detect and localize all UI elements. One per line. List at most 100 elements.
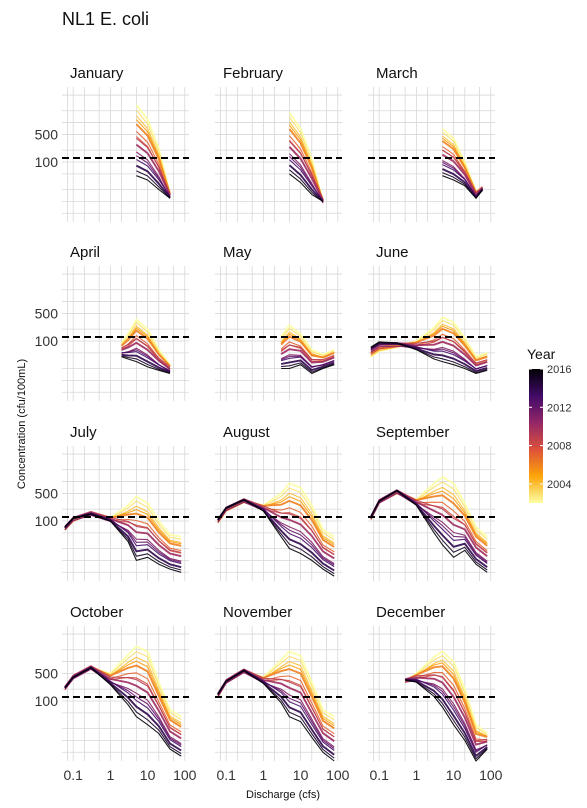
panel-december: December 0.1 1 10 100 bbox=[368, 604, 503, 783]
series-line-2010 bbox=[288, 146, 324, 202]
x-tick-label: 100 bbox=[479, 767, 503, 783]
series-line-2014 bbox=[405, 679, 488, 757]
series-line-2010 bbox=[121, 341, 171, 370]
series-line-2014 bbox=[288, 164, 324, 203]
legend-tick-label: 2012 bbox=[547, 402, 571, 414]
panel-september: September bbox=[368, 424, 495, 581]
panel-title: September bbox=[376, 424, 449, 441]
series-line-2016 bbox=[370, 489, 488, 573]
y-tick-label: 500 bbox=[35, 485, 59, 501]
panel-october: October 100 500 0.1 1 10 100 bbox=[35, 604, 197, 783]
panel-title: August bbox=[223, 424, 271, 441]
panel-title: April bbox=[70, 244, 100, 261]
series-line-2006 bbox=[288, 128, 324, 201]
panel-title: June bbox=[376, 244, 409, 261]
series-line-2011 bbox=[217, 671, 335, 748]
y-axis-label: Concentration (cfu/100mL) bbox=[16, 359, 28, 489]
series-line-2013 bbox=[280, 356, 335, 368]
legend-title: Year bbox=[527, 346, 556, 362]
series-line-2010 bbox=[135, 143, 171, 196]
series-line-2015 bbox=[136, 170, 171, 199]
x-tick-label: 100 bbox=[173, 767, 197, 783]
facet-panels: January 100 500 February March April 100 500 May… bbox=[35, 65, 503, 783]
panel-july: July 100 500 bbox=[35, 424, 189, 581]
x-tick-label: 100 bbox=[326, 767, 350, 783]
panel-may: May bbox=[215, 244, 342, 401]
series-line-2013 bbox=[405, 678, 488, 753]
panel-title: March bbox=[376, 65, 418, 82]
panel-title: May bbox=[223, 244, 252, 261]
series-line-2009 bbox=[442, 149, 483, 194]
series-line-2016 bbox=[217, 499, 335, 577]
series-line-2006 bbox=[280, 335, 335, 359]
y-tick-label: 100 bbox=[35, 693, 59, 709]
series-line-2015 bbox=[217, 670, 335, 759]
series-line-2016 bbox=[442, 175, 483, 199]
panel-february: February bbox=[215, 65, 342, 222]
series-line-2016 bbox=[405, 679, 488, 762]
series-line-2011 bbox=[370, 492, 488, 562]
series-line-2014 bbox=[135, 164, 171, 199]
series-line-2016 bbox=[121, 356, 171, 375]
series-line-2006 bbox=[135, 123, 171, 194]
series-line-2009 bbox=[217, 668, 335, 738]
series-line-2003 bbox=[121, 322, 171, 366]
chart-title: NL1 E. coli bbox=[62, 9, 149, 29]
series-line-2003 bbox=[135, 109, 171, 194]
series-line-2015 bbox=[281, 362, 335, 373]
series-line-2016 bbox=[289, 173, 324, 202]
x-tick-label: 10 bbox=[140, 767, 156, 783]
y-tick-label: 500 bbox=[35, 126, 59, 142]
panel-january: January 100 500 bbox=[35, 65, 189, 222]
series-line-2011 bbox=[217, 501, 335, 565]
series-line-2006 bbox=[120, 329, 171, 367]
series-line-2013 bbox=[289, 159, 324, 201]
series-line-2013 bbox=[136, 159, 171, 197]
series-line-2006 bbox=[404, 665, 488, 738]
x-tick-label: 0.1 bbox=[369, 767, 389, 783]
panel-march: March bbox=[368, 65, 495, 222]
legend-tick-label: 2016 bbox=[547, 364, 571, 376]
panel-title: July bbox=[70, 424, 97, 441]
series-line-2009 bbox=[121, 337, 171, 368]
panel-june: June bbox=[368, 244, 495, 401]
series-line-2002 bbox=[120, 318, 171, 366]
legend-tick-label: 2004 bbox=[547, 479, 571, 491]
series-line-2016 bbox=[136, 175, 171, 199]
series-line-2002 bbox=[280, 324, 335, 356]
legend: Year 2016 2012 2008 2004 bbox=[527, 346, 571, 503]
panel-title: November bbox=[223, 604, 292, 621]
series-line-2011 bbox=[64, 668, 182, 745]
series-line-2015 bbox=[121, 355, 171, 374]
x-tick-label: 10 bbox=[446, 767, 462, 783]
series-line-2009 bbox=[280, 344, 335, 361]
x-tick-label: 10 bbox=[293, 767, 309, 783]
panel-august: August bbox=[215, 424, 342, 581]
y-tick-label: 500 bbox=[35, 305, 59, 321]
series-line-2015 bbox=[289, 169, 324, 203]
series-line-2002 bbox=[404, 650, 488, 735]
series-line-2016 bbox=[64, 667, 182, 757]
series-line-2011 bbox=[64, 514, 182, 562]
x-tick-label: 1 bbox=[412, 767, 420, 783]
series-line-2003 bbox=[404, 655, 488, 736]
panel-november: November 0.1 1 10 100 bbox=[215, 604, 350, 783]
legend-colorbar bbox=[529, 369, 543, 503]
panel-title: February bbox=[223, 65, 284, 82]
series-line-2015 bbox=[370, 342, 488, 374]
series-line-2009 bbox=[288, 140, 324, 200]
series-line-2014 bbox=[280, 359, 335, 372]
series-line-2003 bbox=[280, 327, 335, 357]
series-line-2010 bbox=[280, 348, 335, 364]
series-line-2002 bbox=[370, 476, 488, 538]
series-line-2016 bbox=[64, 513, 182, 573]
series-line-2013 bbox=[121, 351, 171, 372]
panel-title: October bbox=[70, 604, 123, 621]
x-tick-label: 1 bbox=[106, 767, 114, 783]
y-tick-label: 100 bbox=[35, 513, 59, 529]
series-line-2013 bbox=[64, 512, 182, 565]
y-tick-label: 500 bbox=[35, 665, 59, 681]
series-line-2009 bbox=[405, 674, 488, 742]
y-tick-label: 100 bbox=[35, 154, 59, 170]
